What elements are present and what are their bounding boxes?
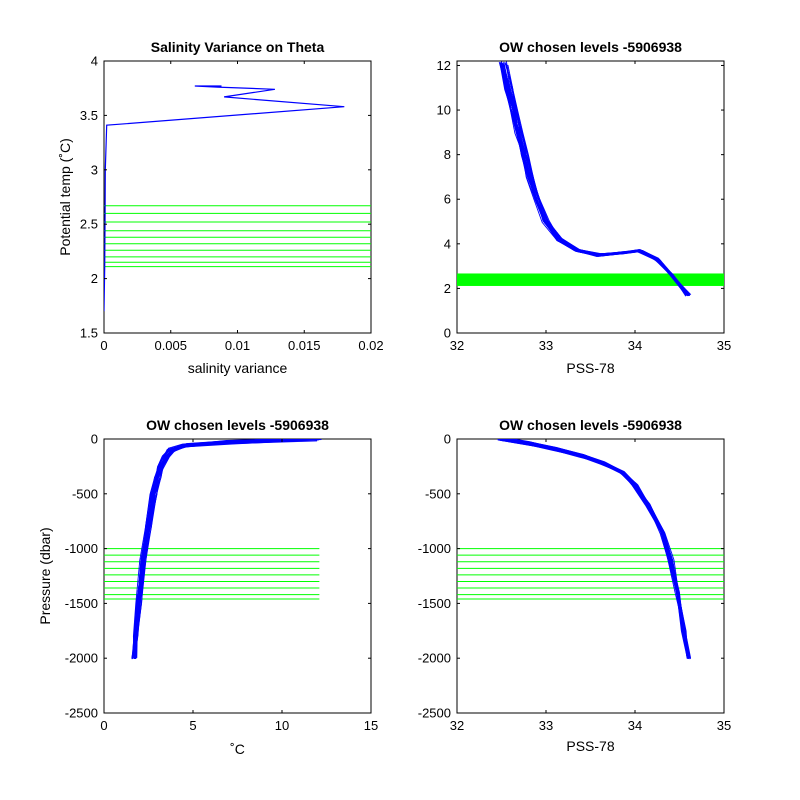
x-tick-label: 5	[189, 718, 196, 733]
y-axis-label: Pressure (dbar)	[37, 527, 53, 624]
y-tick-label: -2000	[65, 651, 98, 666]
profile-line	[511, 439, 690, 658]
plot-data	[457, 439, 724, 660]
y-tick-label: 3	[91, 162, 98, 177]
y-tick-label: 2.5	[80, 217, 98, 232]
x-tick-label: 0.005	[154, 338, 187, 353]
x-tick-label: 0.02	[358, 338, 383, 353]
panel-salinity-variance: 0 0.005 0.01 0.015 0.02 1.5 2 2.5 3 3.5 4 Salinity…	[57, 39, 384, 376]
x-tick-label: 0.015	[288, 338, 321, 353]
x-axis-label: salinity variance	[188, 360, 288, 376]
chart-title: OW chosen levels -5906938	[146, 417, 329, 433]
x-tick-label: 32	[450, 338, 464, 353]
y-tick-label: -500	[425, 486, 451, 501]
y-tick-label: -1500	[418, 596, 451, 611]
y-tick-label: 0	[444, 432, 451, 447]
x-tick-label: 34	[628, 338, 642, 353]
panel-pressure-salinity: 32 33 34 35 -2500 -2000 -1500 -1000 -500 0 OW cho…	[418, 417, 731, 754]
y-axis-label: Potential temp (˚C)	[57, 138, 73, 255]
y-tick-label: -1000	[65, 541, 98, 556]
y-tick-label: 4	[444, 236, 451, 251]
y-tick-label: 12	[437, 58, 451, 73]
x-tick-label: 0	[100, 718, 107, 733]
x-tick-label: 32	[450, 718, 464, 733]
x-tick-label: 34	[628, 718, 642, 733]
y-tick-label: 0	[444, 326, 451, 341]
y-tick-label: -500	[72, 486, 98, 501]
x-tick-label: 35	[717, 338, 731, 353]
y-tick-label: 1.5	[80, 326, 98, 341]
panel-pressure-temperature: 0 5 10 15 -2500 -2000 -1500 -1000 -500 0 OW chose…	[37, 417, 378, 757]
x-tick-label: 0.01	[225, 338, 250, 353]
chart-title: OW chosen levels -5906938	[499, 417, 682, 433]
y-tick-label: -1000	[418, 541, 451, 556]
plot-data	[104, 85, 371, 312]
y-tick-label: -2000	[418, 651, 451, 666]
plot-data	[457, 61, 724, 297]
profile-line	[504, 62, 689, 295]
chart-title: Salinity Variance on Theta	[151, 39, 325, 55]
x-tick-label: 0	[100, 338, 107, 353]
plot-area	[456, 438, 725, 714]
y-tick-label: 10	[437, 103, 451, 118]
panel-theta-salinity: 32 33 34 35 0 2 4 6 8 10 12 OW chosen levels -5906…	[437, 39, 732, 376]
plot-area	[103, 438, 372, 714]
y-tick-label: 4	[91, 54, 98, 69]
x-tick-label: 35	[717, 718, 731, 733]
y-tick-label: 2	[444, 281, 451, 296]
x-axis-label: PSS-78	[566, 360, 614, 376]
x-tick-label: 33	[539, 718, 553, 733]
y-tick-label: -1500	[65, 596, 98, 611]
y-tick-label: 2	[91, 271, 98, 286]
y-tick-label: 0	[91, 432, 98, 447]
x-tick-label: 33	[539, 338, 553, 353]
y-tick-label: -2500	[418, 706, 451, 721]
x-tick-label: 15	[364, 718, 378, 733]
chart-title: OW chosen levels -5906938	[499, 39, 682, 55]
x-axis-label: ˚C	[230, 741, 245, 757]
x-tick-label: 10	[275, 718, 289, 733]
profile-line	[499, 64, 687, 297]
y-tick-label: 6	[444, 192, 451, 207]
level-band	[457, 273, 724, 286]
x-axis-label: PSS-78	[566, 738, 614, 754]
profile-line	[497, 439, 689, 659]
y-tick-label: 3.5	[80, 108, 98, 123]
profile-line	[134, 439, 317, 658]
profile-line	[131, 439, 314, 659]
plot-data	[104, 439, 322, 660]
y-tick-label: 8	[444, 147, 451, 162]
plot-area	[103, 60, 372, 334]
y-tick-label: -2500	[65, 706, 98, 721]
series-line	[104, 85, 345, 312]
